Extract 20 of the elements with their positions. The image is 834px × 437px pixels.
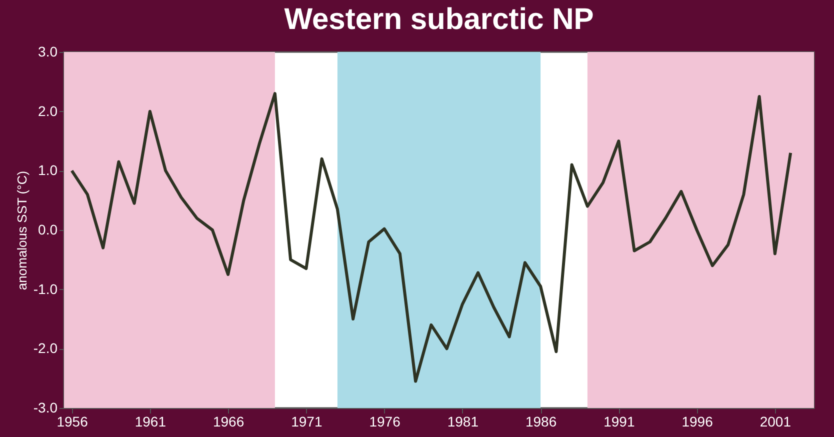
x-tick-label: 1976 [369, 414, 401, 430]
chart-title: Western subarctic NP [284, 3, 594, 36]
x-tick-label: 1971 [291, 414, 322, 430]
line-series [70, 92, 792, 383]
x-tick-label: 1996 [682, 414, 714, 430]
x-tick-label: 1961 [134, 414, 166, 430]
x-tick-label: 1981 [447, 414, 479, 430]
y-axis-title: anomalous SST (°C) [14, 170, 30, 290]
y-tick-label: -1.0 [33, 280, 58, 297]
x-tick-label: 1991 [604, 414, 635, 430]
y-tick-label: 3.0 [38, 44, 58, 60]
y-tick-label: -2.0 [33, 340, 58, 356]
x-tick-label: 1956 [56, 414, 88, 430]
y-tick-label: 1.0 [38, 162, 58, 178]
y-tick-label: 0.0 [38, 222, 58, 238]
x-tick-label: 2001 [760, 414, 792, 430]
y-tick-label: -3.0 [33, 400, 58, 416]
x-tick-label: 1966 [212, 414, 244, 430]
y-tick-label: 2.0 [38, 102, 58, 119]
x-tick-label: 1986 [525, 414, 557, 430]
